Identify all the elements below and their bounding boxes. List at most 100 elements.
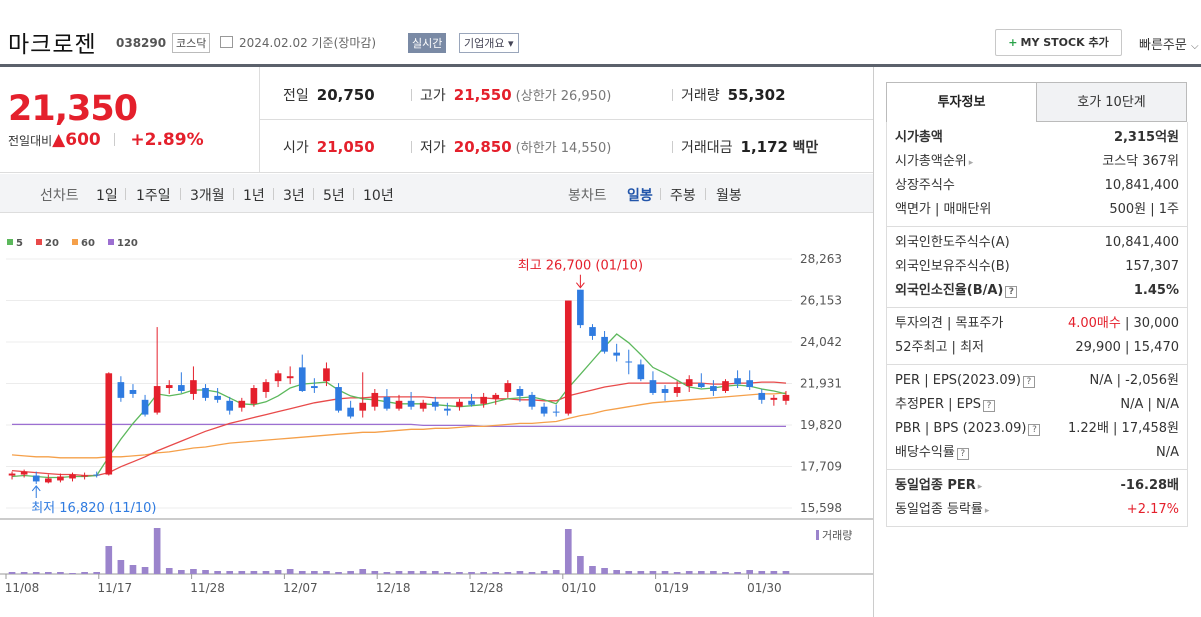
- candle-body: [601, 336, 608, 352]
- candle-body: [311, 386, 318, 389]
- period-3m[interactable]: 3개월: [190, 188, 225, 204]
- candle-body: [528, 394, 536, 407]
- info-label-text: 투자의견 | 목표주가: [895, 316, 1004, 331]
- period-1y[interactable]: 1년: [243, 188, 265, 204]
- volume-bar: [782, 571, 790, 574]
- info-row: 추정PER | EPS? N/A | N/A: [895, 393, 1179, 417]
- info-label[interactable]: 동일업종 PER ▸: [895, 474, 982, 499]
- quick-order-label: 빠른주문: [1139, 38, 1187, 53]
- prev-close-value: 20,750: [316, 86, 375, 104]
- volume-bar: [431, 571, 439, 574]
- volume-bar: [528, 572, 536, 574]
- prev-close: 전일 20,750: [283, 85, 375, 105]
- info-value: 1.45%: [1133, 283, 1179, 298]
- info-label: 추정PER | EPS?: [895, 393, 995, 417]
- tab-invest-info[interactable]: 투자정보: [886, 82, 1037, 122]
- info-label: PER | EPS(2023.09)?: [895, 369, 1035, 393]
- company-overview-dropdown[interactable]: 기업개요 ▾: [459, 33, 519, 53]
- volume-bar: [165, 568, 173, 574]
- volume-bar: [601, 568, 608, 574]
- volume-bar: [286, 569, 294, 574]
- volume-bar: [250, 571, 258, 574]
- volume-bar: [673, 572, 681, 574]
- help-icon[interactable]: ?: [956, 448, 969, 460]
- info-label: 액면가 | 매매단위: [895, 198, 991, 222]
- legend-swatch: [36, 239, 42, 245]
- help-icon[interactable]: ?: [1022, 376, 1035, 388]
- price-summary: 21,350 전일대비▲600 +2.89% 전일 20,750 고가 21,550…: [0, 67, 873, 173]
- y-tick-label: 28,263: [800, 252, 842, 266]
- volume-bar: [419, 571, 427, 574]
- period-1d[interactable]: 1일: [96, 188, 118, 204]
- candle-body: [69, 474, 76, 479]
- tab-orderbook[interactable]: 호가 10단계: [1036, 82, 1187, 122]
- chevron-right-icon: ▸: [968, 158, 974, 168]
- candle-weekly[interactable]: 주봉: [670, 188, 696, 204]
- candle-body: [395, 400, 403, 409]
- period-1w[interactable]: 1주일: [136, 188, 171, 204]
- divider: [660, 188, 661, 200]
- add-mystock-button[interactable]: + MY STOCK 추가: [995, 29, 1122, 56]
- candle-body: [419, 402, 427, 409]
- info-value: 1.22배 | 17,458원: [1068, 421, 1179, 436]
- x-tick-label: 11/17: [98, 581, 133, 595]
- volume-bar: [444, 572, 451, 574]
- current-price: 21,350: [8, 89, 138, 129]
- realtime-button[interactable]: 실시간: [408, 33, 447, 53]
- volume-bar: [371, 571, 379, 574]
- info-label[interactable]: 동일업종 등락률 ▸: [895, 498, 989, 523]
- help-icon[interactable]: ?: [982, 400, 995, 412]
- low-value: 20,850: [453, 138, 512, 156]
- info-label[interactable]: 시가총액순위 ▸: [895, 150, 973, 175]
- divider: [672, 141, 673, 153]
- ma60-line: [11, 392, 787, 459]
- help-icon[interactable]: ?: [1005, 286, 1018, 298]
- x-tick-label: 12/28: [469, 581, 504, 595]
- volume-value: 55,302: [727, 86, 786, 104]
- candle-body: [226, 400, 234, 411]
- info-row: PBR | BPS (2023.09)? 1.22배 | 17,458원: [895, 417, 1179, 441]
- candle-monthly[interactable]: 월봉: [716, 188, 742, 204]
- candle-body: [323, 368, 330, 382]
- volume-bar: [758, 571, 766, 574]
- help-icon[interactable]: ?: [1028, 424, 1041, 436]
- open-price: 시가 21,050: [283, 137, 375, 157]
- info-value: 29,900 | 15,470: [1075, 340, 1179, 355]
- quick-order-button[interactable]: 빠른주문 ⌵: [1139, 34, 1199, 53]
- divider: [233, 188, 234, 200]
- info-label-text: 외국인보유주식수(B): [895, 259, 1010, 274]
- info-label: PBR | BPS (2023.09)?: [895, 417, 1041, 441]
- legend-swatch: [72, 239, 78, 245]
- volume-legend-swatch: [816, 530, 819, 540]
- candle-body: [20, 471, 28, 475]
- candle-daily[interactable]: 일봉: [627, 188, 653, 204]
- candle-body: [468, 400, 475, 405]
- volume-bar: [746, 570, 754, 574]
- info-value: 코스닥 367위: [1102, 154, 1179, 169]
- period-5y[interactable]: 5년: [323, 188, 345, 204]
- info-label-text: 액면가 | 매매단위: [895, 202, 992, 217]
- divider: [411, 141, 412, 153]
- add-mystock-label: MY STOCK 추가: [1020, 36, 1109, 49]
- volume-bar: [383, 572, 391, 574]
- info-label: 배당수익률?: [895, 441, 969, 465]
- info-label-text: 동일업종 등락률: [895, 502, 983, 517]
- candle-body: [359, 402, 367, 411]
- info-section: 시가총액 2,315억원 시가총액순위 ▸ 코스닥 367위 상장주식수 10,841,40…: [887, 122, 1187, 227]
- amount-value: 1,172: [740, 138, 788, 156]
- candle-body: [57, 476, 64, 481]
- info-table: 시가총액 2,315억원 시가총액순위 ▸ 코스닥 367위 상장주식수 10,841,40…: [886, 122, 1188, 527]
- candle-body: [722, 381, 729, 391]
- info-value: N/A: [1156, 445, 1179, 460]
- volume-bar: [178, 570, 185, 574]
- period-3y[interactable]: 3년: [283, 188, 305, 204]
- x-tick-label: 11/08: [5, 581, 40, 595]
- volume-bar: [734, 572, 741, 574]
- candle-body: [564, 300, 572, 414]
- candle-body: [81, 475, 88, 477]
- candle-body: [153, 386, 161, 413]
- line-chart-label: 선차트: [40, 188, 79, 204]
- period-10y[interactable]: 10년: [363, 188, 394, 204]
- amount-label: 거래대금: [681, 140, 733, 156]
- price-chart[interactable]: 28,263 26,153 24,042 21,931 19,820 17,709 15,5…: [0, 226, 873, 617]
